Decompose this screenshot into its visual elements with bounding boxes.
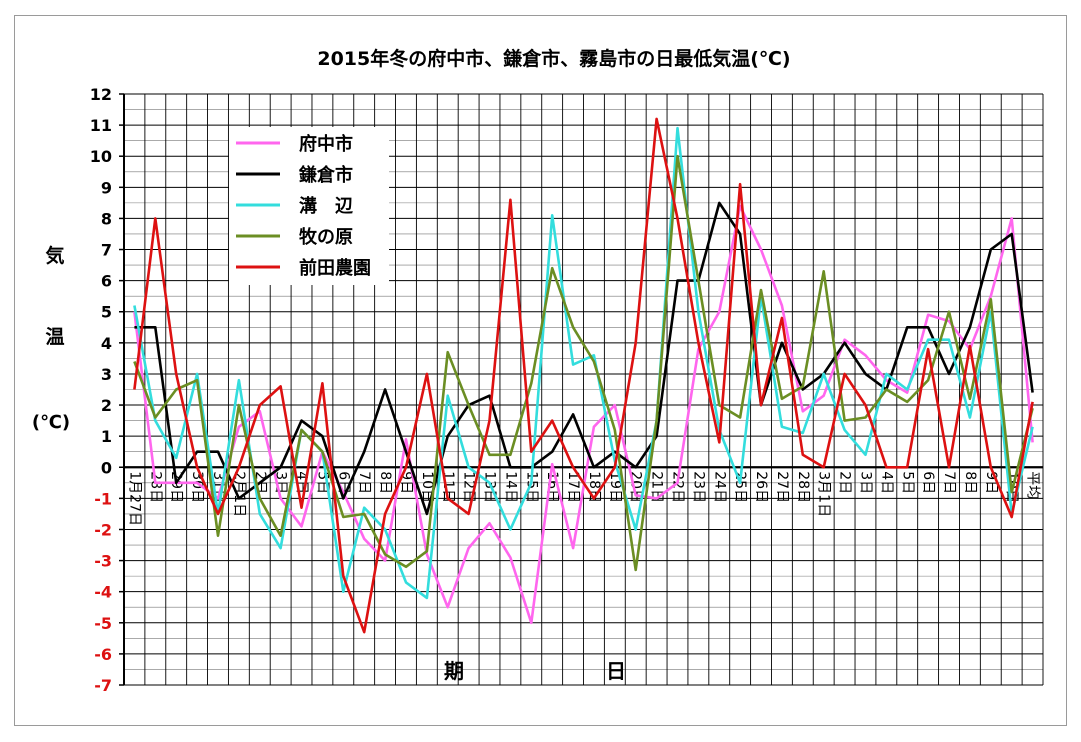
x-tick-label: 5日 [899,471,915,494]
y-tick-label: 4 [101,334,112,353]
x-tick-label: 24日 [711,471,727,503]
x-tick-label: 22日 [669,471,685,503]
line-chart: 2015年冬の府中市、鎌倉市、霧島市の日最低気温(℃) 121110987654… [32,47,1044,695]
y-tick-label: 9 [101,178,112,197]
y-tick-label: 5 [101,303,112,322]
x-tick-label: 17日 [565,471,581,503]
legend-label: 鎌倉市 [298,164,353,186]
x-tick-label: 8日 [962,471,978,494]
chart-frame: 2015年冬の府中市、鎌倉市、霧島市の日最低気温(℃) 12 11 10 9 8 7 6 5 4… [14,15,1067,726]
y-tick-label: 12 [90,85,112,104]
x-tick-label: 3日 [857,471,873,494]
x-tick-label: 26日 [753,471,769,503]
x-axis-label-2: 日 [606,659,626,683]
x-tick-label: 平均 [1025,471,1041,499]
legend-label: 前田農園 [299,257,371,279]
x-tick-label: 15日 [523,471,539,503]
x-tick-label: 7日 [356,471,372,494]
x-tick-label: 2日 [837,471,853,494]
y-axis-label-2: 温 [45,326,64,348]
x-axis-label-1: 期 [444,659,464,683]
y-tick-label: -4 [94,583,112,602]
series-line-1 [133,204,1034,625]
y-tick-label: 2 [101,396,112,415]
x-tick-label: 29日 [168,471,184,503]
x-tick-label: 14日 [502,471,518,503]
y-tick-label: -2 [94,520,112,539]
y-axis-label-1: 気 [45,244,64,267]
x-tick-label: 6日 [920,471,936,494]
x-tick-label: 2月1日 [231,471,247,517]
x-tick-label: 18日 [586,471,602,503]
x-tick-label: 27日 [774,471,790,503]
y-tick-label: -1 [94,489,112,508]
y-tick-label: 7 [101,241,112,260]
x-tick-label: 25日 [732,471,748,503]
x-tick-label: 3月1日 [816,471,832,517]
y-axis-label-3: (℃) [32,412,70,433]
x-tick-label: 4日 [878,471,894,494]
x-tick-label: 23日 [690,471,706,503]
x-tick-label: 7日 [941,471,957,494]
y-tick-label: 0 [101,458,112,477]
series-line-4 [133,154,1034,572]
y-tick-label: 8 [101,209,112,228]
y-tick-label: 1 [101,427,112,446]
y-tick-label: 3 [101,365,112,384]
legend-label: 牧の原 [299,226,353,248]
y-tick-label: 10 [90,147,112,166]
legend-label: 府中市 [299,133,353,155]
x-tick-label: 28日 [147,471,163,503]
series-line-3 [133,126,1034,600]
x-tick-label: 28日 [795,471,811,503]
legend-label: 溝 辺 [299,195,353,217]
y-tick-label: -3 [94,552,112,571]
chart-title: 2015年冬の府中市、鎌倉市、霧島市の日最低気温(℃) [317,47,790,70]
x-tick-label: 1月27日 [126,471,142,526]
y-tick-label: 11 [90,116,112,135]
x-tick-label: 19日 [607,471,623,503]
series-line-5 [133,117,1034,634]
y-tick-label: -5 [94,614,112,633]
y-tick-label: 6 [101,272,112,291]
x-tick-label: 8日 [377,471,393,494]
y-tick-label: -7 [94,676,112,695]
y-tick-label: -6 [94,645,112,664]
series-lines [133,117,1034,634]
